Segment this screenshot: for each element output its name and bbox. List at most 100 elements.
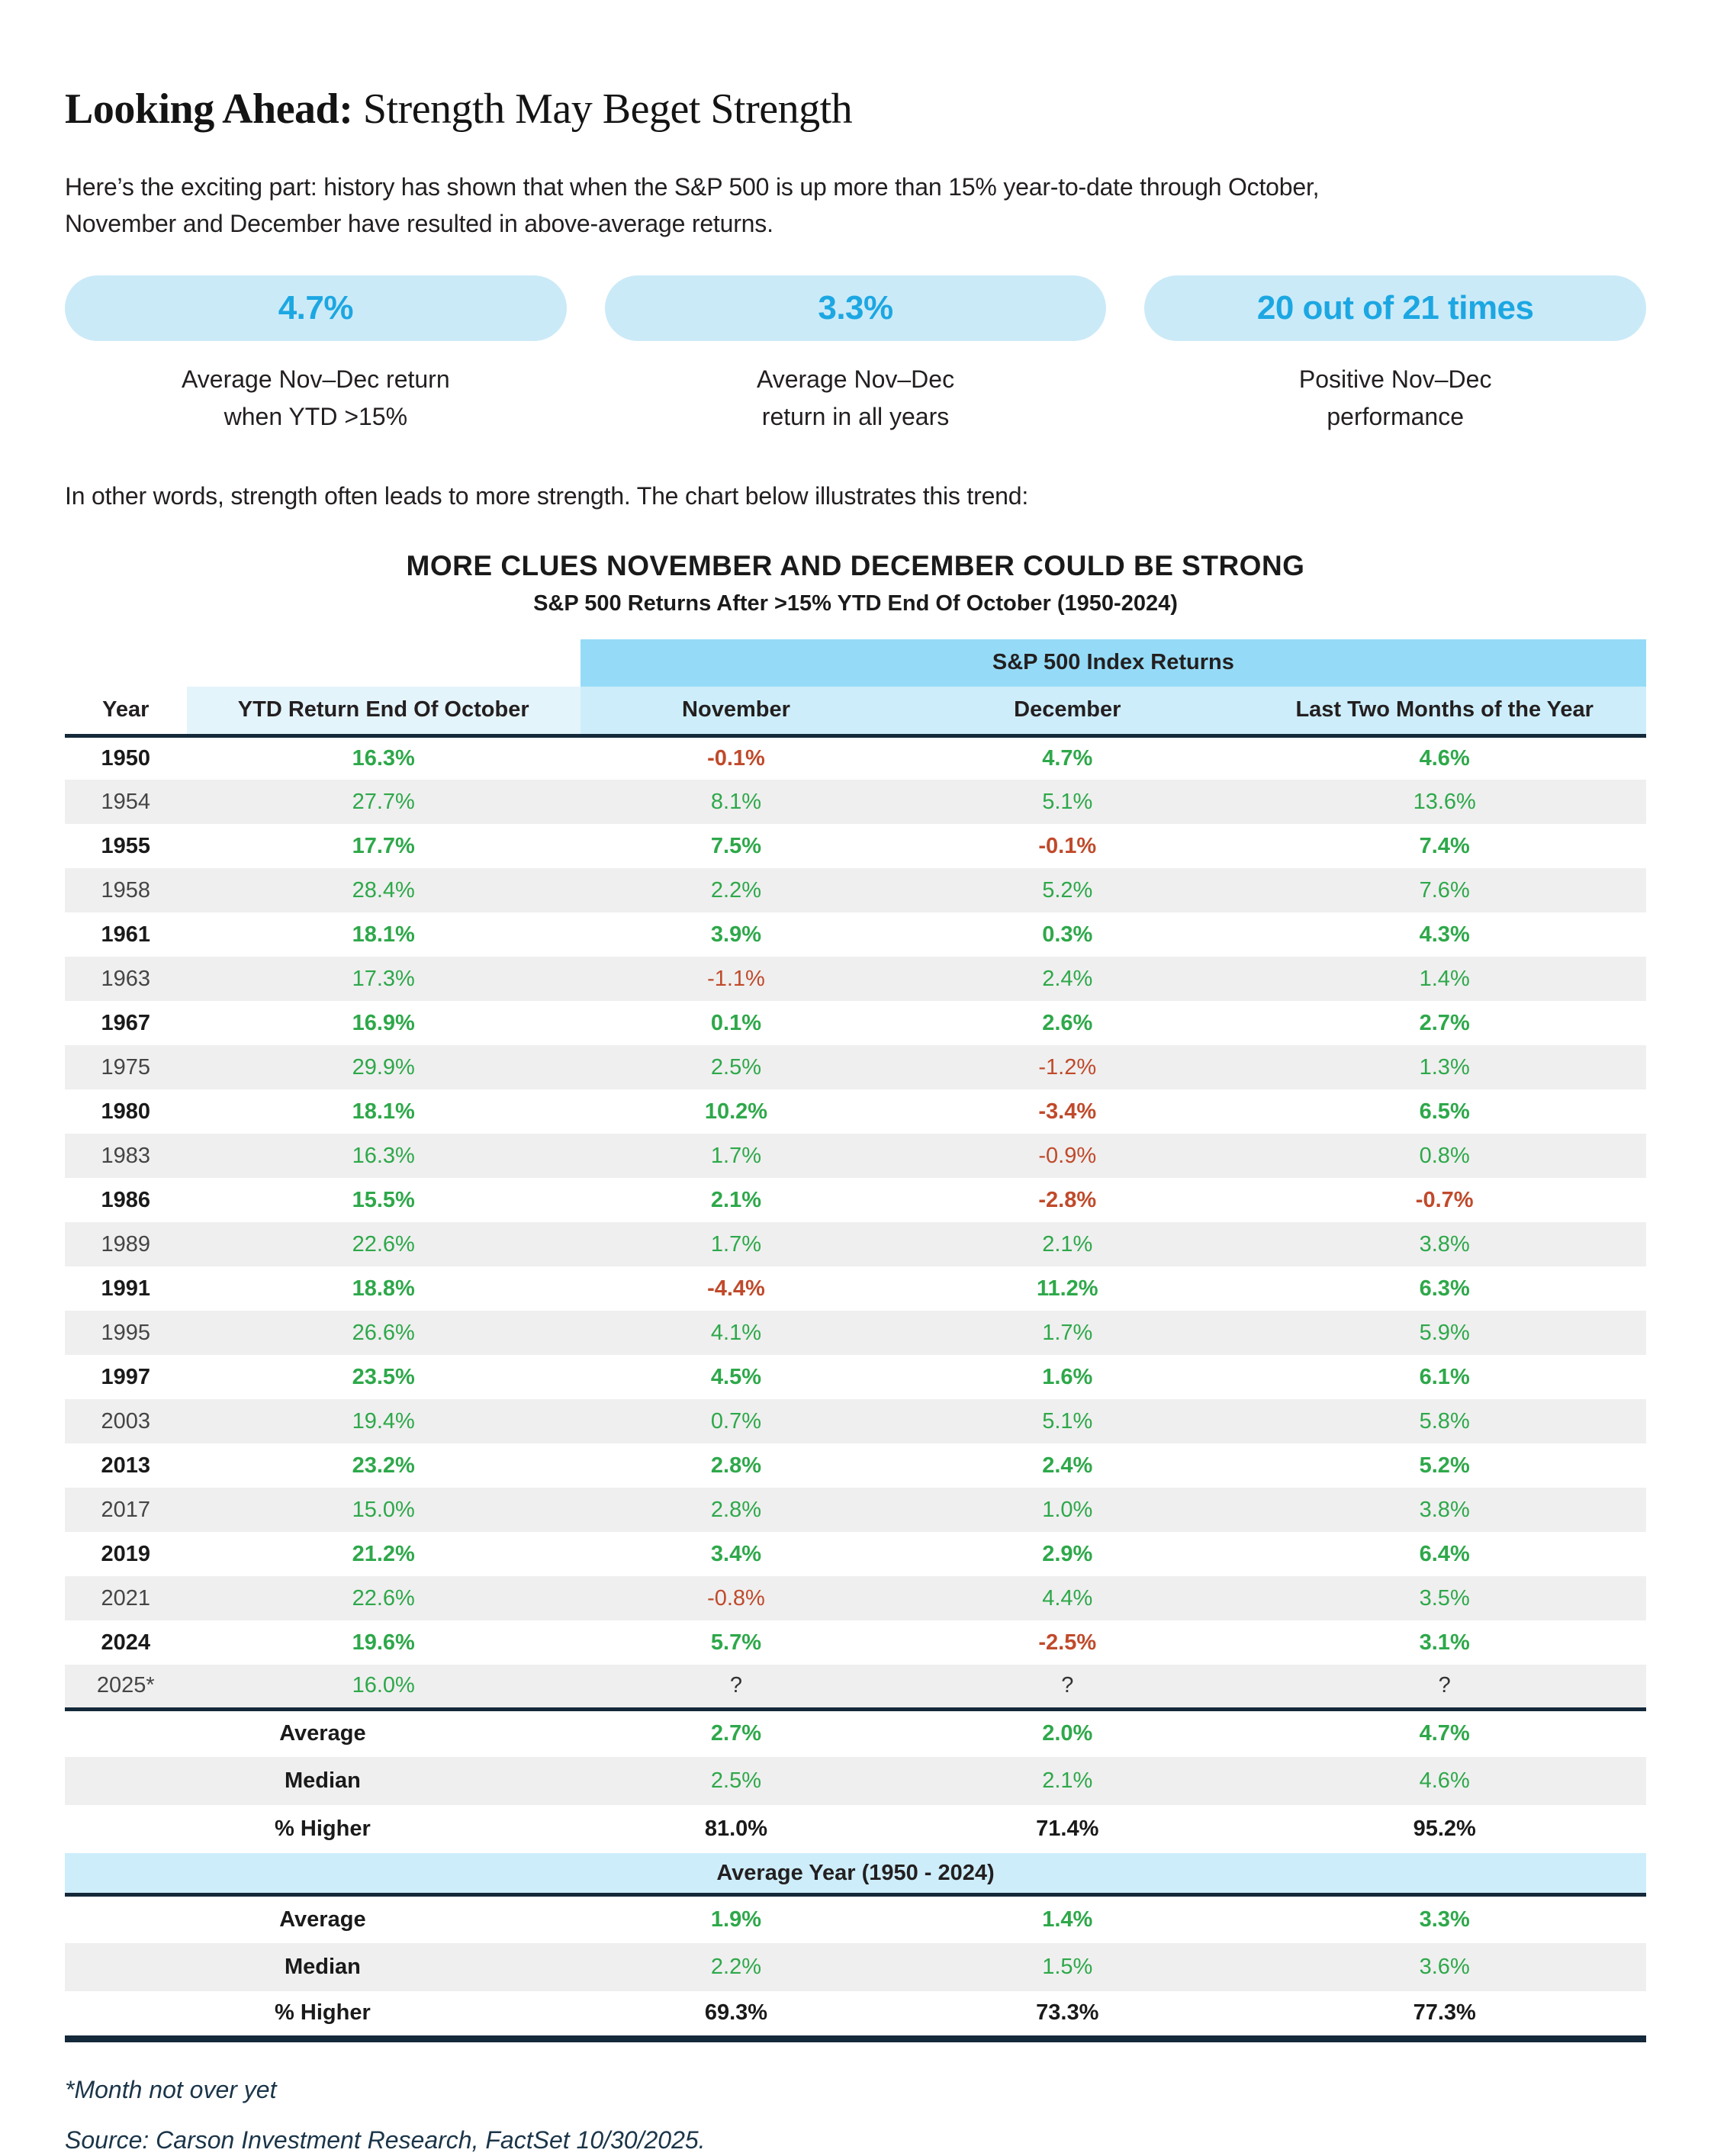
table-row: 2013 23.2% 2.8% 2.4% 5.2% [65, 1443, 1646, 1488]
last-two-months-cell: 3.8% [1419, 1497, 1470, 1522]
ytd-cell: 18.1% [352, 922, 415, 947]
november-cell: 1.9% [710, 1907, 762, 1932]
stat-caption-line-2: performance [1327, 403, 1464, 431]
intro-line-1: Here’s the exciting part: history has sh… [65, 172, 1320, 201]
year-cell: 1967 [101, 1010, 151, 1035]
summary-label-cell: % Higher [65, 1990, 581, 2043]
last-two-months-cell: 5.2% [1419, 1453, 1470, 1478]
summary-subset-body: Average 2.7% 2.0% 4.7% Median 2.5% 2.1% 4.6% % H… [65, 1709, 1646, 1853]
stat-pill: 3.3% [604, 275, 1107, 341]
summary-label-cell: Average [279, 1721, 366, 1746]
december-cell: -0.9% [1038, 1143, 1097, 1168]
november-cell: -0.8% [707, 1585, 765, 1611]
table-row: 1989 22.6% 1.7% 2.1% 3.8% [65, 1222, 1646, 1267]
average-year-band-row: Average Year (1950 - 2024) [65, 1853, 1646, 1897]
november-cell: 3.9% [710, 922, 762, 947]
last-two-months-cell: 4.6% [1419, 1768, 1470, 1794]
november-cell: 2.8% [710, 1497, 762, 1522]
ytd-cell: 21.2% [352, 1541, 415, 1566]
year-cell: 2003 [101, 1408, 151, 1434]
november-cell: 0.7% [710, 1408, 762, 1434]
table-row: 1986 15.5% 2.1% -2.8% -0.7% [65, 1178, 1646, 1222]
ytd-cell: 22.6% [352, 1585, 415, 1611]
stat-caption-line-1: Average Nov–Dec [756, 365, 955, 393]
summary-label-cell: Median [284, 1768, 361, 1794]
ytd-cell: 16.0% [186, 1665, 581, 1711]
last-two-months-cell: 3.1% [1419, 1630, 1470, 1655]
last-two-months-cell: 7.6% [1419, 877, 1470, 903]
year-cell: 1955 [101, 833, 151, 858]
stat-value: 4.7% [278, 288, 354, 327]
year-cell: 1997 [101, 1364, 151, 1389]
november-cell: 81.0% [704, 1817, 768, 1842]
december-cell: 2.0% [1042, 1721, 1093, 1746]
last-two-months-cell: 2.7% [1419, 1010, 1470, 1035]
year-cell: 2017 [101, 1497, 151, 1522]
november-cell: 1.7% [710, 1143, 762, 1168]
year-cell: 1963 [101, 966, 151, 991]
table-row: 2019 21.2% 3.4% 2.9% 6.4% [65, 1532, 1646, 1576]
december-cell: 2.9% [1042, 1541, 1093, 1566]
last-two-months-cell: 6.5% [1419, 1099, 1470, 1124]
stat-caption: Average Nov–Dec return when YTD >15% [65, 361, 567, 436]
summary-row: % Higher 81.0% 71.4% 95.2% [65, 1805, 1646, 1853]
summary-row: Average 1.9% 1.4% 3.3% [65, 1895, 1646, 1943]
table-row: 1958 28.4% 2.2% 5.2% 7.6% [65, 868, 1646, 913]
ytd-cell: 26.6% [352, 1320, 415, 1345]
november-cell: ? [580, 1665, 892, 1711]
ytd-cell: 23.5% [352, 1364, 415, 1389]
stat-avg-all-years: 3.3% Average Nov–Dec return in all years [604, 275, 1107, 436]
table-row: 1980 18.1% 10.2% -3.4% 6.5% [65, 1089, 1646, 1134]
last-two-months-cell: 3.8% [1419, 1231, 1470, 1257]
december-cell: 11.2% [1036, 1276, 1098, 1301]
year-cell: 1989 [101, 1231, 151, 1257]
chart-subtitle: S&P 500 Returns After >15% YTD End Of Oc… [533, 590, 1178, 616]
ytd-cell: 15.0% [352, 1497, 415, 1522]
december-cell: -1.2% [1038, 1054, 1097, 1080]
ytd-cell: 18.8% [352, 1276, 415, 1301]
lead-in-paragraph: In other words, strength often leads to … [65, 481, 1029, 510]
stat-pill: 20 out of 21 times [1144, 275, 1647, 341]
november-cell: 4.5% [710, 1364, 762, 1389]
ytd-cell: 28.4% [352, 877, 415, 903]
november-cell: 4.1% [710, 1320, 762, 1345]
group-header-label: S&P 500 Index Returns [580, 639, 1646, 687]
table-row: 1975 29.9% 2.5% -1.2% 1.3% [65, 1045, 1646, 1090]
intro-line-2: November and December have resulted in a… [65, 209, 773, 237]
year-cell: 2021 [101, 1585, 151, 1611]
november-cell: 2.2% [710, 877, 762, 903]
last-two-months-cell: 13.6% [1413, 789, 1476, 814]
stat-caption: Average Nov–Dec return in all years [605, 361, 1107, 436]
year-cell: 2024 [101, 1630, 151, 1655]
column-header-ytd: YTD Return End Of October [186, 686, 581, 738]
table-row: 1967 16.9% 0.1% 2.6% 2.7% [65, 1001, 1646, 1045]
table-row: 2025* 16.0%??? [65, 1665, 1646, 1711]
average-year-band-label: Average Year (1950 - 2024) [65, 1853, 1646, 1897]
last-two-months-cell: 95.2% [1413, 1817, 1476, 1842]
table-row: 1995 26.6% 4.1% 1.7% 5.9% [65, 1311, 1646, 1356]
november-cell: 3.4% [710, 1541, 762, 1566]
december-cell: 1.6% [1042, 1364, 1093, 1389]
summary-label-cell: % Higher [275, 1817, 371, 1842]
last-two-months-cell: 4.6% [1419, 745, 1470, 771]
table-header: S&P 500 Index Returns Year YTD Return En… [65, 639, 1646, 738]
december-cell: 1.0% [1042, 1497, 1093, 1522]
summary-label-cell: Median [284, 1954, 361, 1979]
december-cell: 0.3% [1042, 922, 1093, 947]
ytd-cell: 17.7% [352, 833, 415, 858]
ytd-cell: 17.3% [352, 966, 415, 991]
stat-caption-line-1: Average Nov–Dec return [182, 365, 450, 393]
table-row: 1961 18.1% 3.9% 0.3% 4.3% [65, 912, 1646, 957]
table-row: 1997 23.5% 4.5% 1.6% 6.1% [65, 1355, 1646, 1399]
last-two-months-cell: ? [1243, 1665, 1646, 1711]
table-row: 2003 19.4% 0.7% 5.1% 5.8% [65, 1399, 1646, 1444]
column-header-row: Year YTD Return End Of October November … [65, 686, 1646, 738]
last-two-months-cell: 3.6% [1419, 1954, 1470, 1979]
december-cell: 2.6% [1042, 1010, 1093, 1035]
returns-table: S&P 500 Index Returns Year YTD Return En… [65, 639, 1646, 2043]
december-cell: 2.4% [1042, 966, 1093, 991]
group-header-row: S&P 500 Index Returns [65, 639, 1646, 687]
column-header-november: November [580, 686, 892, 738]
year-cell: 1980 [101, 1099, 151, 1124]
